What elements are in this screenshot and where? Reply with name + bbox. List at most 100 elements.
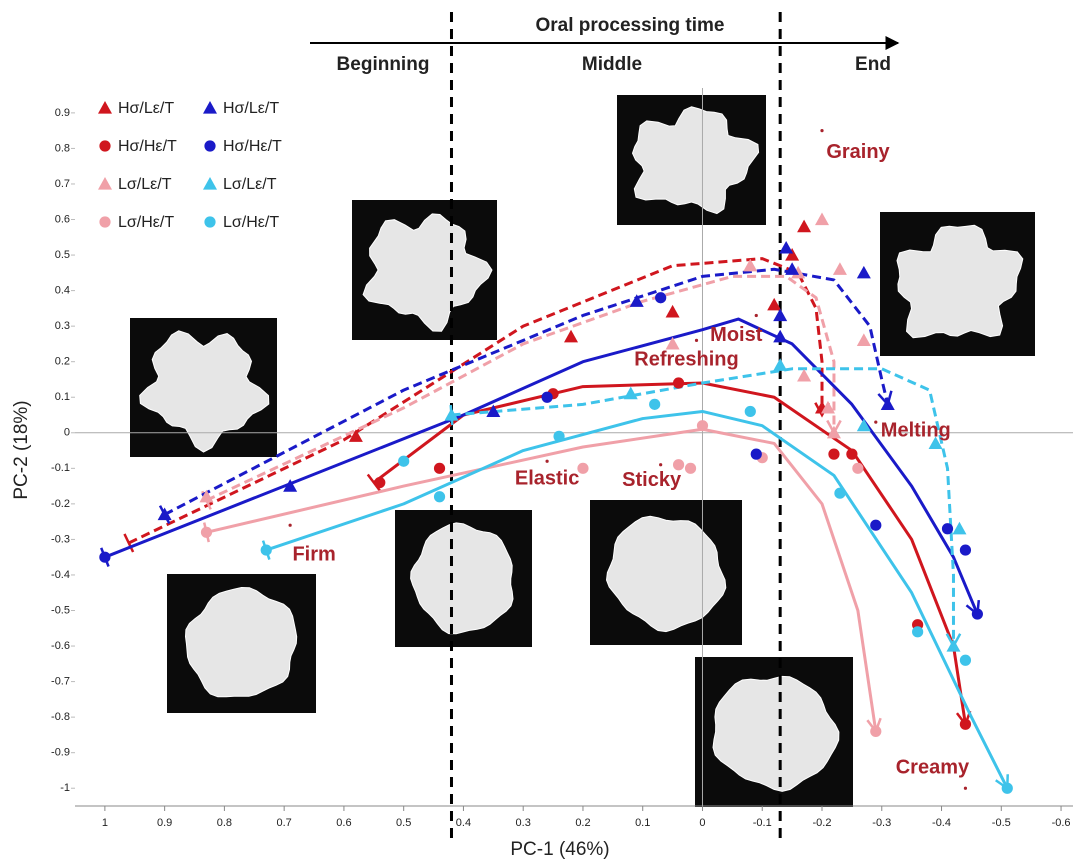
attribute-label: Refreshing	[634, 349, 738, 371]
attribute-label: Creamy	[896, 757, 970, 779]
point	[99, 551, 111, 563]
y-tick-label: -1	[60, 782, 70, 794]
point	[199, 489, 214, 503]
point	[828, 448, 840, 460]
attribute-point	[820, 129, 824, 133]
bolus	[410, 522, 514, 635]
point	[826, 425, 841, 439]
point	[629, 294, 644, 307]
point	[870, 725, 882, 737]
point	[750, 448, 762, 460]
legend-marker	[204, 140, 216, 152]
point	[773, 358, 788, 371]
x-tick-label: 0.2	[575, 817, 590, 829]
bolus	[139, 330, 270, 453]
y-tick-label: 0.2	[55, 356, 70, 368]
attribute-point	[754, 313, 758, 318]
y-tick-label: -0.1	[51, 462, 70, 474]
legend-marker	[99, 140, 111, 152]
point	[486, 404, 501, 418]
y-tick-label: -0.9	[51, 747, 70, 759]
attribute-point	[694, 338, 699, 342]
y-tick-label: -0.8	[51, 711, 70, 723]
bolus-photos	[130, 95, 1035, 807]
attribute-point	[874, 420, 878, 424]
point	[852, 462, 864, 474]
x-tick-label: 0.8	[217, 817, 232, 829]
trajectory	[205, 274, 836, 502]
trajectory	[451, 367, 955, 647]
point	[433, 462, 446, 474]
bolus-photo	[880, 212, 1035, 356]
point	[665, 304, 680, 318]
x-tick-label: -0.1	[753, 817, 772, 829]
bolus	[631, 106, 760, 215]
legend-marker	[98, 101, 112, 114]
point	[773, 329, 788, 343]
y-tick-label: -0.3	[51, 533, 70, 545]
trajectory	[265, 409, 1009, 789]
point	[880, 397, 895, 410]
legend-label: Hσ/Hε/T	[223, 138, 282, 155]
bolus-photo	[167, 574, 316, 713]
y-tick-label: 0.9	[55, 107, 70, 119]
point	[856, 418, 871, 432]
point	[684, 462, 697, 474]
bolus	[605, 515, 727, 633]
y-tick-label: 0.3	[55, 320, 70, 332]
point	[946, 639, 961, 652]
point	[743, 258, 758, 272]
bolus	[712, 675, 840, 792]
x-tick-label: -0.5	[992, 817, 1011, 829]
attribute-label: Moist	[710, 324, 763, 346]
point	[157, 507, 172, 521]
legend-marker	[204, 216, 216, 228]
point	[444, 408, 459, 421]
point	[834, 487, 846, 499]
y-tick-label: -0.2	[51, 498, 70, 510]
x-tick-label: -0.6	[1052, 817, 1071, 829]
point	[374, 476, 386, 489]
legend-label: Lσ/Hε/T	[118, 214, 174, 231]
point	[398, 455, 410, 467]
x-tick-label: 0.5	[396, 817, 411, 829]
start-mark	[123, 533, 135, 553]
attribute-point	[288, 523, 292, 527]
point	[797, 219, 812, 233]
point	[553, 430, 565, 442]
x-tick-label: 1	[102, 817, 108, 829]
phase-label: Beginning	[337, 54, 430, 75]
legend-label: Lσ/Lε/T	[118, 176, 172, 193]
x-tick-label: 0.7	[277, 817, 292, 829]
point	[564, 329, 579, 343]
x-tick-label: 0.4	[456, 817, 471, 829]
point	[941, 523, 954, 535]
point	[791, 265, 806, 279]
y-tick-label: 0.5	[55, 249, 70, 261]
point	[577, 462, 589, 474]
point	[433, 491, 446, 503]
point	[779, 240, 794, 254]
y-tick-label: -0.6	[51, 640, 70, 652]
point	[959, 654, 972, 666]
point	[1001, 782, 1013, 794]
trajectory	[163, 267, 890, 516]
point	[971, 608, 983, 620]
legend-marker	[203, 177, 217, 190]
y-tick-label: 0	[64, 427, 70, 439]
attribute-point	[659, 463, 663, 467]
legend-label: Lσ/Hε/T	[223, 214, 279, 231]
bolus-photo	[617, 95, 766, 225]
bolus-photo	[130, 318, 277, 457]
bolus-photo	[395, 510, 532, 647]
attribute-label: Elastic	[515, 467, 579, 489]
bolus	[184, 586, 298, 698]
y-tick-label: -0.5	[51, 604, 70, 616]
point	[623, 386, 638, 400]
start-mark	[366, 473, 381, 492]
trajectory	[104, 317, 979, 615]
y-tick-label: -0.4	[51, 569, 70, 581]
point	[200, 526, 213, 538]
point	[672, 377, 685, 389]
x-tick-label: 0.3	[516, 817, 531, 829]
